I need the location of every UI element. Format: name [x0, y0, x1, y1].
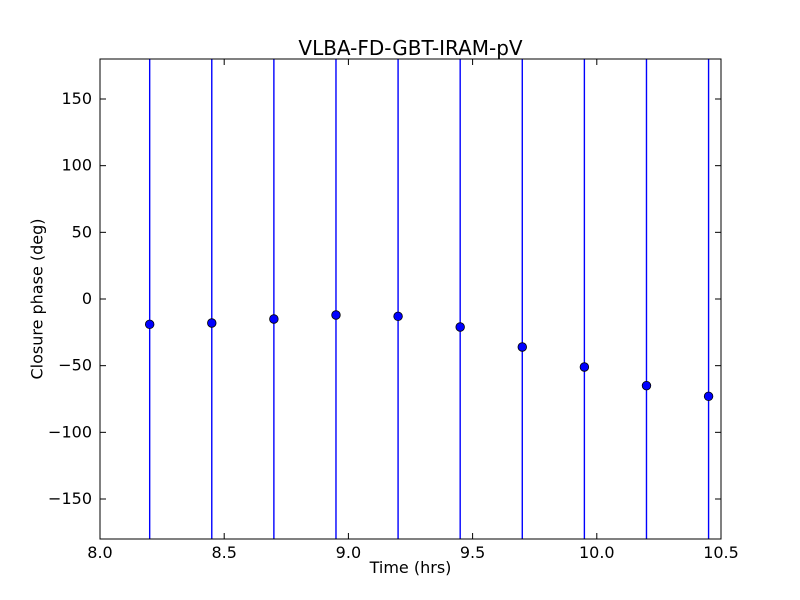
data-point — [455, 322, 465, 332]
data-point — [269, 314, 279, 324]
y-tick-label: 150 — [61, 89, 92, 108]
x-tick-label: 9.0 — [336, 543, 361, 562]
x-tick-label: 10.0 — [579, 543, 615, 562]
x-tick-label: 8.5 — [211, 543, 236, 562]
data-point — [517, 342, 527, 352]
data-point — [144, 319, 155, 330]
data-point — [579, 362, 590, 372]
plot-border — [99, 58, 722, 540]
data-point — [641, 380, 652, 391]
chart-title: VLBA-FD-GBT-IRAM-pV — [298, 36, 523, 60]
y-tick-label: −150 — [48, 489, 92, 508]
data-point — [331, 310, 341, 320]
x-tick-label: 9.5 — [460, 543, 485, 562]
data-point — [703, 391, 714, 402]
y-tick-label: 100 — [61, 156, 92, 175]
x-tick-label: 8.0 — [87, 543, 112, 562]
y-tick-label: 0 — [82, 289, 92, 308]
y-tick-label: 50 — [72, 222, 92, 241]
data-point — [393, 311, 403, 322]
y-tick-label: −50 — [58, 356, 92, 375]
x-axis-label: Time (hrs) — [369, 558, 452, 577]
x-tick-label: 10.5 — [703, 543, 739, 562]
data-point — [207, 318, 217, 328]
y-tick-label: −100 — [48, 422, 92, 441]
